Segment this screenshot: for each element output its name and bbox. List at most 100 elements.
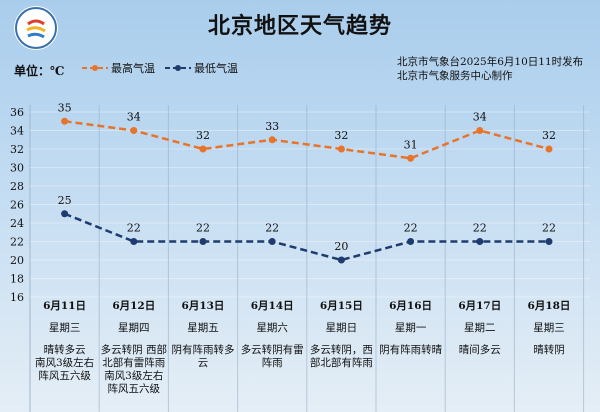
day-column: 6月18日星期三晴转阴 xyxy=(514,297,583,357)
data-label: 22 xyxy=(473,222,487,235)
description-line: 多云转阴有雷阵雨 xyxy=(240,344,304,369)
legend-high-label: 最高气温 xyxy=(111,62,155,75)
data-point xyxy=(476,127,484,134)
data-point xyxy=(61,117,69,125)
date-label: 6月14日 xyxy=(250,300,294,312)
date-label: 6月15日 xyxy=(319,300,363,312)
date-label: 6月13日 xyxy=(181,300,225,312)
issuer-line-1: 北京市气象台2025年6月10日11时发布 xyxy=(397,56,584,68)
legend-high: 最高气温 xyxy=(82,60,155,76)
data-label: 32 xyxy=(542,129,556,142)
page-title: 北京地区天气趋势 xyxy=(207,13,392,39)
data-label: 20 xyxy=(334,240,348,253)
description-line: 多云转阴，西部北部有阵雨 xyxy=(309,344,373,369)
y-tick-label: 26 xyxy=(10,199,24,212)
issuer-info: 北京市气象台2025年6月10日11时发布 北京市气象服务中心制作 xyxy=(397,55,583,83)
data-point xyxy=(199,238,207,245)
y-tick-label: 22 xyxy=(10,236,24,249)
y-tick-label: 24 xyxy=(10,217,24,230)
day-column: 6月17日星期二晴间多云 xyxy=(445,297,514,357)
y-tick-label: 28 xyxy=(10,180,24,193)
data-point xyxy=(268,136,276,144)
day-column: 6月11日星期三晴转多云 南风3级左右 阵风五六级 xyxy=(30,297,99,383)
y-tick-label: 20 xyxy=(10,254,24,267)
data-label: 22 xyxy=(127,222,141,235)
data-label: 22 xyxy=(542,222,556,235)
data-label: 33 xyxy=(265,120,279,133)
weather-description: 阴有阵雨转多云 xyxy=(168,344,237,370)
legend-low-label: 最低气温 xyxy=(194,62,238,75)
description-line: 阵风五六级 xyxy=(107,383,161,395)
data-label: 35 xyxy=(58,101,72,114)
description-line: 多云转阴 西部北部有雷阵雨 xyxy=(100,344,167,369)
data-point xyxy=(545,145,553,153)
day-column: 6月13日星期五阴有阵雨转多云 xyxy=(168,297,237,370)
day-column: 6月14日星期六多云转阴有雷阵雨 xyxy=(238,297,307,370)
date-label: 6月12日 xyxy=(112,300,156,312)
data-point xyxy=(337,145,345,153)
legend-high-marker xyxy=(82,65,108,71)
data-point xyxy=(130,238,138,245)
date-label: 6月18日 xyxy=(527,300,571,312)
legend-low-marker xyxy=(165,65,191,71)
series-line-0 xyxy=(64,120,550,160)
data-point xyxy=(545,238,553,245)
data-label: 34 xyxy=(473,111,487,124)
data-point xyxy=(407,154,415,162)
description-line: 晴间多云 xyxy=(458,344,501,356)
weekday-label: 星期五 xyxy=(187,322,219,334)
y-tick-label: 34 xyxy=(10,125,24,138)
data-point xyxy=(130,127,138,134)
data-label: 22 xyxy=(265,222,279,235)
day-column: 6月12日星期四多云转阴 西部北部有雷阵雨 南风3级左右 阵风五六级 xyxy=(99,297,168,396)
y-tick-label: 36 xyxy=(10,106,24,119)
data-label: 32 xyxy=(196,129,210,142)
data-point xyxy=(407,238,415,245)
legend-low: 最低气温 xyxy=(165,60,238,76)
description-line: 南风3级左右 xyxy=(104,370,164,382)
data-point xyxy=(199,145,207,153)
series-line-1 xyxy=(64,212,549,262)
issuer-line-2: 北京市气象服务中心制作 xyxy=(397,70,513,82)
weekday-label: 星期一 xyxy=(394,322,427,334)
description-line: 阵风五六级 xyxy=(38,370,91,382)
data-point xyxy=(337,256,345,264)
data-label: 22 xyxy=(196,222,210,235)
data-point xyxy=(476,238,484,245)
date-label: 6月11日 xyxy=(43,300,87,312)
data-label: 32 xyxy=(334,129,348,142)
description-line: 阴有阵雨转晴 xyxy=(379,344,443,356)
date-label: 6月17日 xyxy=(458,300,502,312)
weekday-label: 星期三 xyxy=(48,322,81,334)
description-line: 晴转多云 xyxy=(43,344,86,356)
y-tick-label: 30 xyxy=(10,162,24,175)
y-tick-label: 16 xyxy=(10,291,24,304)
weather-description: 多云转阴 西部北部有雷阵雨 南风3级左右 阵风五六级 xyxy=(99,344,168,396)
meteorological-logo xyxy=(14,6,58,50)
date-label: 6月16日 xyxy=(389,300,433,312)
weather-description: 多云转阴，西部北部有阵雨 xyxy=(307,344,376,370)
weekday-label: 星期日 xyxy=(325,322,358,334)
weather-description: 晴间多云 xyxy=(445,344,514,357)
weather-description: 晴转多云 南风3级左右 阵风五六级 xyxy=(30,344,99,383)
y-tick-label: 18 xyxy=(10,273,24,286)
weekday-label: 星期二 xyxy=(464,322,496,334)
weather-description: 阴有阵雨转晴 xyxy=(376,344,445,357)
data-point xyxy=(61,210,69,218)
weather-description: 晴转阴 xyxy=(514,344,583,357)
description-line: 南风3级左右 xyxy=(35,357,95,369)
description-line: 阴有阵雨转多云 xyxy=(171,344,235,369)
data-label: 22 xyxy=(404,222,418,235)
data-label: 31 xyxy=(404,138,418,151)
description-line: 晴转阴 xyxy=(533,344,565,356)
day-column: 6月16日星期一阴有阵雨转晴 xyxy=(376,297,445,357)
weekday-label: 星期六 xyxy=(256,322,288,334)
unit-label: 单位：℃ xyxy=(14,64,65,78)
data-point xyxy=(268,238,276,245)
weather-description: 多云转阴有雷阵雨 xyxy=(238,344,307,370)
day-column: 6月15日星期日多云转阴，西部北部有阵雨 xyxy=(307,297,376,370)
weekday-label: 星期四 xyxy=(118,322,150,334)
weekday-label: 星期三 xyxy=(533,322,565,334)
